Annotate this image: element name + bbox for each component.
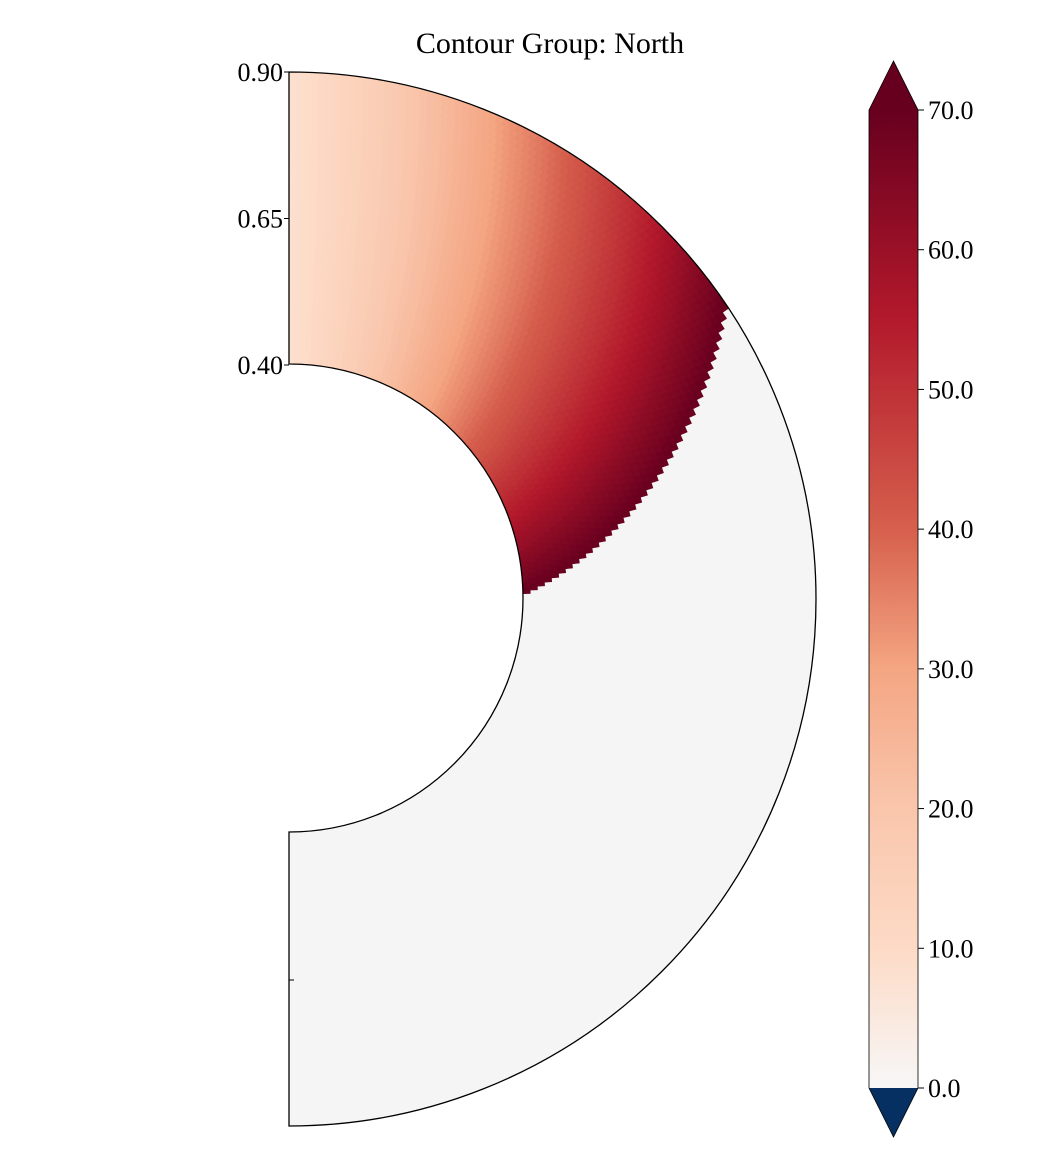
colorbar-tick-label: 40.0	[928, 515, 974, 544]
field-cell	[289, 306, 296, 315]
field-cell	[615, 515, 625, 525]
field-cell	[653, 465, 664, 476]
colorbar-tick-label: 50.0	[928, 375, 974, 404]
radial-tick-label: 0.40	[238, 351, 284, 380]
radial-tick-label: 0.90	[238, 58, 284, 87]
field-cell	[584, 545, 594, 554]
field-cell	[543, 575, 553, 583]
field-cell	[529, 583, 538, 591]
colorbar: 70.0 60.0 50.0 40.0 30.0 20.0 10.0 0.0	[868, 60, 974, 1138]
field-cell	[289, 284, 297, 293]
field-cell	[705, 350, 717, 363]
colorbar-ticks: 70.0 60.0 50.0 40.0 30.0 20.0 10.0 0.0	[918, 96, 974, 1103]
colorbar-under-extension	[869, 1088, 918, 1137]
field-cell	[699, 370, 711, 382]
field-cell	[658, 457, 669, 468]
colorbar-tick-label: 60.0	[928, 236, 974, 265]
field-cell	[289, 232, 297, 241]
field-cell	[590, 539, 600, 549]
field-cell	[632, 494, 643, 505]
field-cell	[289, 188, 298, 197]
field-cell	[685, 406, 697, 418]
field-cell	[522, 587, 531, 595]
field-cell	[289, 174, 298, 183]
field-cell	[696, 379, 708, 392]
field-cell	[289, 254, 297, 263]
field-cell	[557, 566, 567, 574]
field-cell	[596, 533, 606, 543]
colorbar-tick-label: 10.0	[928, 934, 974, 963]
field-cell	[692, 388, 704, 401]
field-cell	[663, 449, 674, 460]
field-cell	[676, 424, 688, 436]
colorbar-tick-label: 0.0	[928, 1074, 961, 1103]
field-cell	[668, 441, 679, 452]
field-cell	[637, 487, 648, 498]
field-cell	[681, 415, 692, 427]
field-cells	[289, 72, 730, 595]
field-cell	[289, 291, 297, 300]
field-cell	[620, 508, 631, 519]
field-cell	[609, 521, 619, 531]
radial-tick-label: 0.65	[238, 205, 284, 234]
field-cell	[688, 397, 700, 410]
colorbar-tick-label: 70.0	[928, 96, 974, 125]
colorbar-tick-label: 20.0	[928, 795, 974, 824]
field-cell	[564, 561, 573, 570]
radial-ticks: 0.90 0.65 0.40	[238, 58, 289, 380]
field-cell	[710, 331, 723, 344]
field-cell	[570, 556, 580, 565]
field-cell	[626, 501, 637, 512]
field-cell	[702, 360, 714, 373]
colorbar-tick-label: 30.0	[928, 655, 974, 684]
field-cell	[648, 472, 659, 484]
field-cell	[550, 570, 560, 579]
colorbar-gradient	[869, 110, 918, 1088]
field-cell	[715, 311, 728, 324]
field-cell	[602, 527, 613, 537]
shell-outline	[288, 71, 817, 1127]
field-cell	[577, 550, 587, 560]
chart-title: Contour Group: North	[416, 27, 684, 60]
field-cell	[672, 432, 684, 444]
field-cell	[713, 321, 725, 334]
colorbar-over-extension	[869, 61, 918, 110]
field-cell	[289, 298, 297, 307]
plot-area: 0.90 0.65 0.40	[238, 58, 817, 1127]
field-cell	[536, 579, 545, 587]
field-cell	[708, 341, 720, 353]
field-cell	[643, 480, 654, 491]
